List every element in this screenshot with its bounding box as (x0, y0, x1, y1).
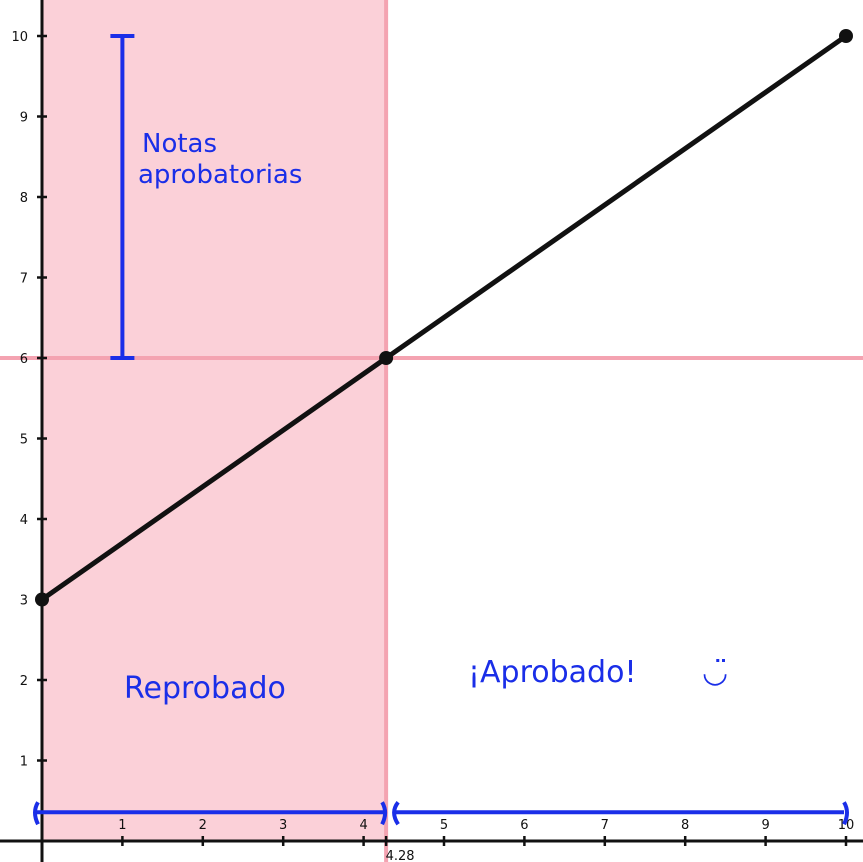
y-tick-label: 1 (20, 755, 28, 770)
x-tick-label: 7 (601, 818, 609, 833)
passed-bracket-right-cap (842, 801, 849, 826)
y-tick-label: 10 (11, 30, 28, 45)
series-layer (35, 29, 853, 607)
y-tick-label: 7 (20, 272, 28, 287)
x-tick-label: 3 (279, 818, 287, 833)
y-tick-label: 6 (20, 352, 28, 367)
failed-bracket-left-cap (33, 801, 40, 826)
smiley-icon: ◡̈ (702, 655, 728, 690)
background-layer (42, 0, 387, 841)
y-tick-label: 9 (20, 111, 28, 126)
failed-label: Reprobado (124, 671, 286, 706)
y-tick-label: 5 (20, 433, 28, 448)
x-tick-label: 5 (440, 818, 448, 833)
x-tick-label: 10 (838, 818, 855, 833)
y-tick-label: 8 (20, 191, 28, 206)
passed-label: ¡Aprobado! (468, 655, 636, 690)
x-tick-label: 9 (761, 818, 769, 833)
data-point (35, 592, 49, 607)
failed-bracket-right-cap (380, 801, 388, 826)
y-tick-label: 3 (20, 594, 28, 609)
y-tick-label: 2 (20, 674, 28, 689)
threshold-x-label: 4.28 (386, 849, 415, 862)
data-point (379, 351, 394, 365)
failed-shaded-region (42, 0, 387, 841)
y-tick-label: 4 (20, 513, 28, 528)
x-tick-label: 4 (359, 818, 367, 833)
x-tick-label: 8 (681, 818, 689, 833)
passing-range-label-line1: Notas (142, 129, 217, 159)
passed-bracket-left-cap (392, 801, 400, 826)
passing-range-label-line2: aprobatorias (138, 160, 302, 190)
x-tick-label: 2 (199, 818, 207, 833)
data-point (839, 29, 853, 43)
x-tick-label: 6 (520, 818, 528, 833)
x-tick-label: 1 (118, 818, 126, 833)
